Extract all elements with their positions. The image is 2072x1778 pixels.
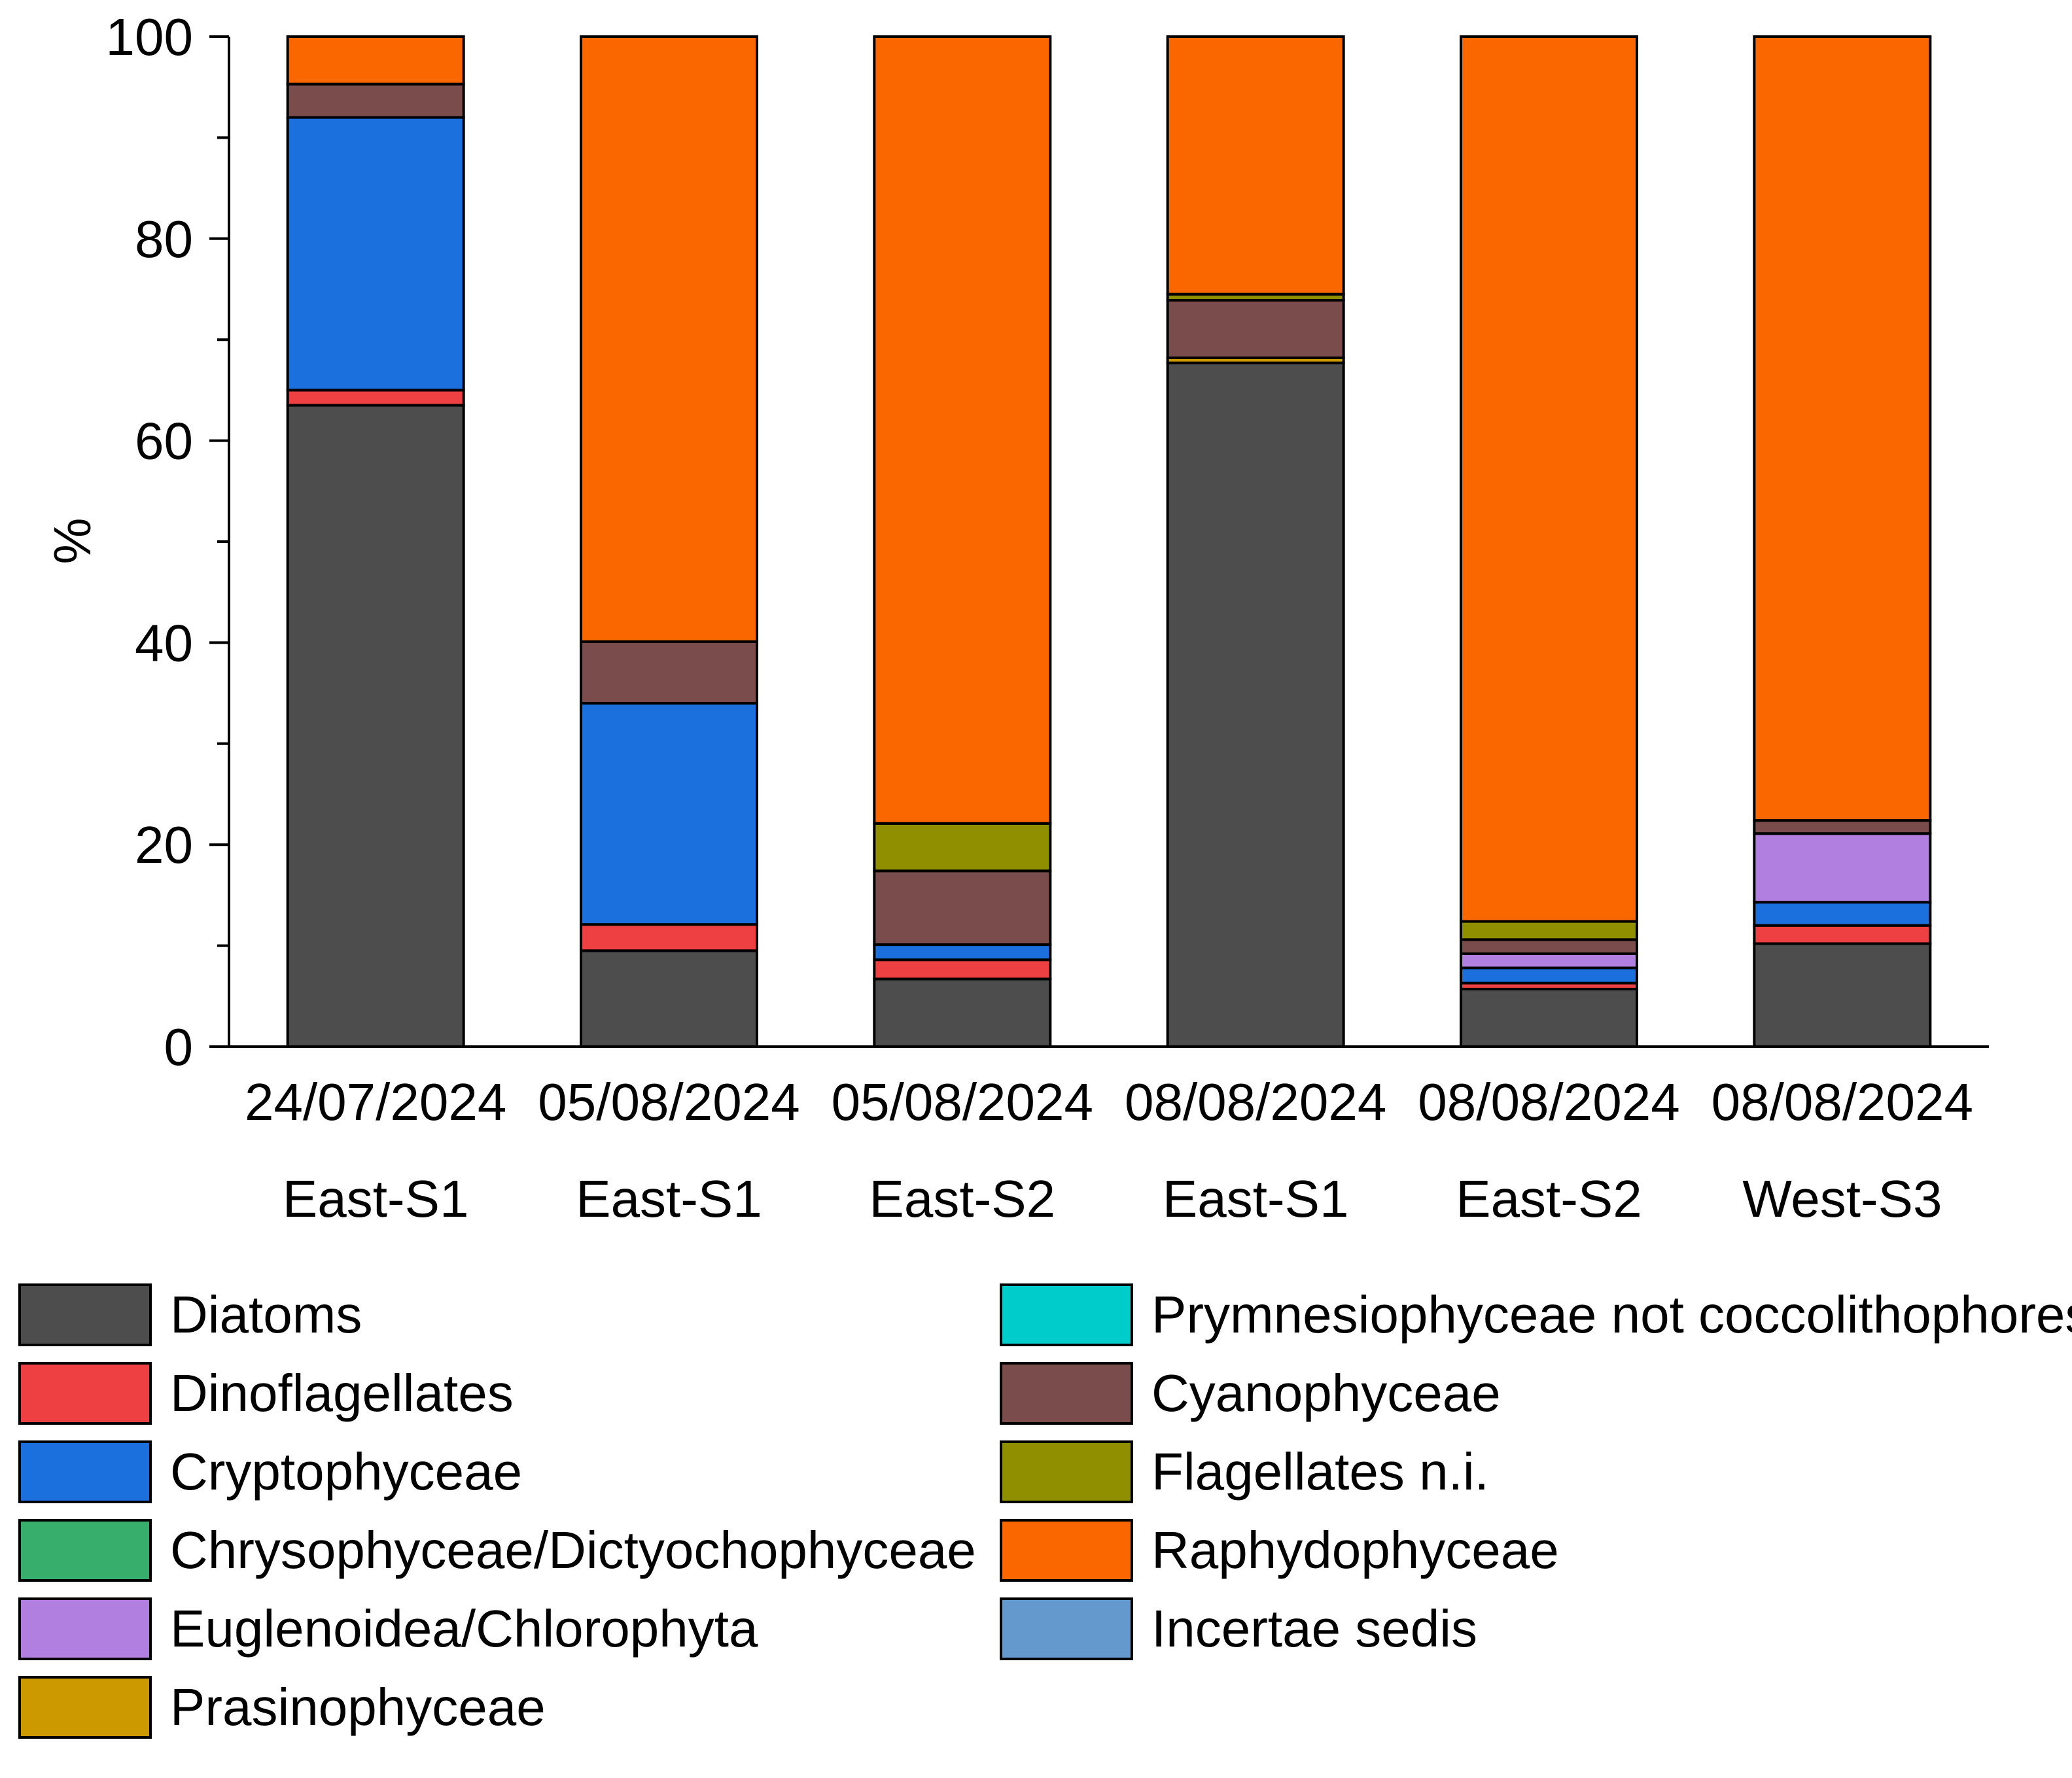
bar-segment bbox=[286, 35, 465, 86]
bar-segment bbox=[873, 977, 1052, 1048]
y-axis-label: % bbox=[43, 517, 101, 564]
bar-segment bbox=[1753, 832, 1932, 904]
bar-segment bbox=[873, 943, 1052, 962]
y-tick-label: 20 bbox=[135, 816, 193, 874]
y-tick-label: 100 bbox=[106, 8, 193, 66]
bar-segment bbox=[1753, 35, 1932, 822]
legend-label: Diatoms bbox=[170, 1285, 362, 1344]
x-tick-site-label: East-S1 bbox=[1163, 1170, 1349, 1228]
bar-segment bbox=[1460, 987, 1638, 1048]
bar-segment bbox=[580, 702, 758, 926]
bar-segment bbox=[1460, 35, 1638, 923]
legend-item: Diatoms bbox=[18, 1282, 362, 1348]
bar-segment bbox=[873, 958, 1052, 981]
bar-segment bbox=[1166, 298, 1345, 359]
bar-stack bbox=[1166, 35, 1345, 1048]
stacked-bar-chart: 0 20 40 60 80 100 % 24/07/2024 East-S1 05/08/20… bbox=[43, 8, 1989, 1228]
bar-segment bbox=[286, 389, 465, 407]
bar-segment bbox=[286, 116, 465, 392]
legend-item: Dinoflagellates bbox=[18, 1361, 514, 1426]
legend-item: Cryptophyceae bbox=[18, 1439, 522, 1505]
bar-segment bbox=[1753, 901, 1932, 927]
bar-segment bbox=[1460, 966, 1638, 985]
bar-segment bbox=[1753, 942, 1932, 1048]
legend-swatch bbox=[18, 1676, 152, 1739]
bar-segment bbox=[1166, 35, 1345, 296]
bar-stack bbox=[1753, 35, 1932, 1048]
bar-stack bbox=[1460, 35, 1638, 1048]
legend-item: Incertae sedis bbox=[1000, 1596, 1477, 1662]
bar-segment bbox=[286, 404, 465, 1048]
legend-swatch bbox=[1000, 1283, 1133, 1346]
bar-segment bbox=[1753, 924, 1932, 945]
legend-label: Cryptophyceae bbox=[170, 1442, 523, 1501]
y-tick-label: 40 bbox=[135, 614, 193, 672]
bar-segment bbox=[1753, 819, 1932, 835]
legend-item: Raphydophyceae bbox=[1000, 1518, 1559, 1583]
x-tick-site-label: West-S3 bbox=[1742, 1170, 1942, 1228]
legend-item: Euglenoidea/Chlorophyta bbox=[18, 1596, 758, 1662]
bar-segment bbox=[873, 35, 1052, 825]
legend-swatch bbox=[18, 1519, 152, 1582]
x-axis: 24/07/2024 East-S1 05/08/2024 East-S1 05/08/… bbox=[229, 1045, 1989, 1228]
bar-segment bbox=[873, 822, 1052, 873]
bar-segment bbox=[1460, 952, 1638, 969]
legend-label: Incertae sedis bbox=[1151, 1599, 1478, 1658]
bar-segment bbox=[580, 35, 758, 643]
legend-label: Euglenoidea/Chlorophyta bbox=[170, 1599, 758, 1658]
legend-swatch bbox=[1000, 1597, 1133, 1660]
legend-item: Cyanophyceae bbox=[1000, 1361, 1501, 1426]
legend-swatch bbox=[1000, 1519, 1133, 1582]
y-tick-label: 0 bbox=[164, 1018, 194, 1076]
legend-item: Prasinophyceae bbox=[18, 1675, 546, 1740]
legend-swatch bbox=[18, 1362, 152, 1425]
legend-label: Flagellates n.i. bbox=[1151, 1442, 1489, 1501]
x-tick-date-label: 05/08/2024 bbox=[538, 1073, 799, 1131]
legend-item: Chrysophyceae/Dictyochophyceae bbox=[18, 1518, 976, 1583]
bar-segment bbox=[580, 949, 758, 1048]
legend-label: Raphydophyceae bbox=[1151, 1521, 1559, 1579]
bar-stack bbox=[873, 35, 1052, 1048]
bars bbox=[286, 35, 1932, 1048]
legend-label: Cyanophyceae bbox=[1151, 1364, 1501, 1422]
bar-segment bbox=[580, 640, 758, 705]
legend-item: Flagellates n.i. bbox=[1000, 1439, 1489, 1505]
bar-segment bbox=[1166, 361, 1345, 1048]
bar-segment bbox=[873, 869, 1052, 947]
x-tick-date-label: 24/07/2024 bbox=[245, 1073, 506, 1131]
bar-segment bbox=[1460, 938, 1638, 955]
legend-swatch bbox=[18, 1440, 152, 1503]
x-tick-site-label: East-S2 bbox=[869, 1170, 1056, 1228]
x-tick-date-label: 08/08/2024 bbox=[1125, 1073, 1386, 1131]
legend-label: Prasinophyceae bbox=[170, 1678, 546, 1736]
legend-item: Prymnesiophyceae not coccolithophores bbox=[1000, 1282, 2072, 1348]
y-axis: 0 20 40 60 80 100 bbox=[106, 8, 230, 1076]
bar-stack bbox=[286, 35, 465, 1048]
y-tick-label: 80 bbox=[135, 210, 193, 268]
bar-segment bbox=[580, 923, 758, 952]
legend-swatch bbox=[1000, 1440, 1133, 1503]
bar-stack bbox=[580, 35, 758, 1048]
x-tick-site-label: East-S1 bbox=[283, 1170, 469, 1228]
bar-segment bbox=[286, 82, 465, 119]
bar-segment bbox=[1460, 920, 1638, 941]
x-tick-date-label: 08/08/2024 bbox=[1418, 1073, 1679, 1131]
legend-swatch bbox=[18, 1283, 152, 1346]
x-tick-site-label: East-S1 bbox=[576, 1170, 762, 1228]
y-tick-label: 60 bbox=[135, 412, 193, 470]
legend-swatch bbox=[1000, 1362, 1133, 1425]
x-tick-date-label: 05/08/2024 bbox=[832, 1073, 1093, 1131]
x-tick-site-label: East-S2 bbox=[1456, 1170, 1642, 1228]
x-tick-date-label: 08/08/2024 bbox=[1712, 1073, 1973, 1131]
legend-label: Prymnesiophyceae not coccolithophores bbox=[1151, 1285, 2072, 1344]
legend-swatch bbox=[18, 1597, 152, 1660]
legend-label: Dinoflagellates bbox=[170, 1364, 514, 1422]
legend-label: Chrysophyceae/Dictyochophyceae bbox=[170, 1521, 976, 1579]
